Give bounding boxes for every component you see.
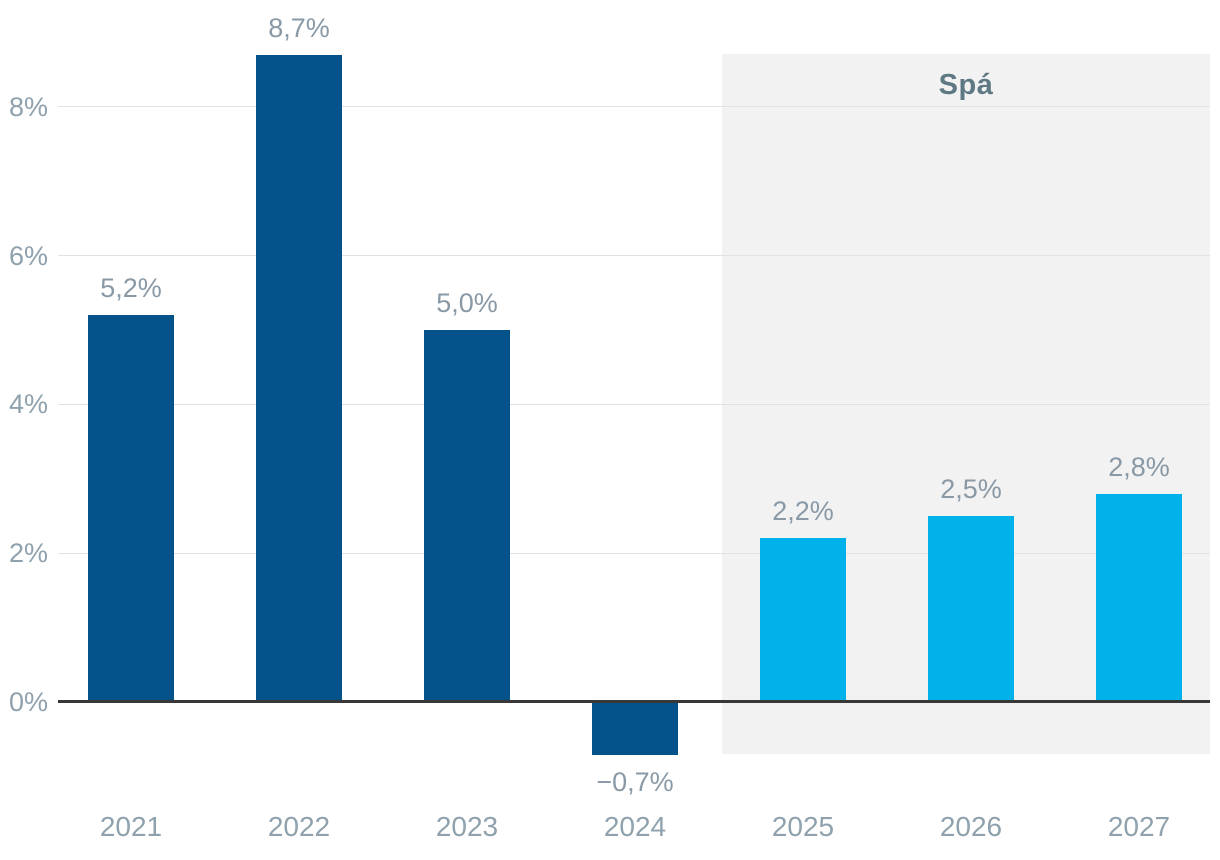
gridline-4%	[58, 403, 1210, 405]
bar-2021	[88, 315, 174, 702]
bar-2022	[256, 54, 342, 702]
x-axis-label-2026: 2026	[939, 811, 1003, 842]
x-axis-label-2021: 2021	[99, 811, 163, 842]
y-axis-tick-label: 0%	[8, 687, 48, 717]
y-axis-tick-label: 2%	[8, 538, 48, 569]
x-axis-label-2027: 2027	[1107, 811, 1171, 842]
gridline-6%	[58, 255, 1210, 257]
bar-2026	[928, 516, 1014, 702]
bar-value-label-2024: −0,7%	[596, 767, 674, 798]
y-axis-tick-label: 8%	[8, 91, 48, 122]
forecast-region-label: Spá	[938, 68, 994, 101]
x-axis-label-2025: 2025	[771, 811, 835, 842]
gridline-8%	[58, 106, 1210, 108]
bar-value-label-2025: 2,2%	[772, 496, 834, 527]
bar-2027	[1096, 493, 1182, 702]
bar-value-label-2026: 2,5%	[940, 474, 1002, 504]
x-axis-label-2023: 2023	[435, 811, 499, 842]
bar-value-label-2022: 8,7%	[268, 12, 330, 43]
bar-2025	[760, 538, 846, 702]
bar-value-label-2023: 5,0%	[436, 288, 498, 318]
bar-value-label-2021: 5,2%	[100, 273, 162, 304]
gridline-2%	[58, 552, 1210, 554]
y-axis-tick-label: 4%	[8, 389, 48, 420]
y-axis-tick-label: 6%	[8, 240, 48, 271]
bar-value-label-2027: 2,8%	[1108, 451, 1170, 482]
x-axis-label-2022: 2022	[267, 811, 331, 842]
x-axis-label-2024: 2024	[603, 811, 667, 842]
zero-baseline	[58, 700, 1210, 703]
bar-2024	[592, 703, 678, 756]
bar-2023	[424, 330, 510, 702]
